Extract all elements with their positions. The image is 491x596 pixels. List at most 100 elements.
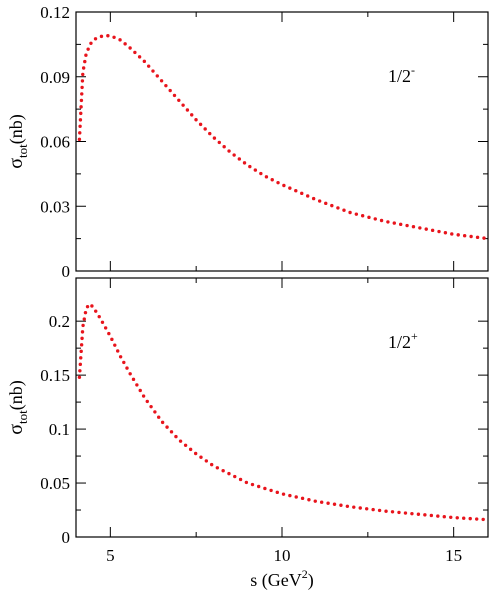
- y-tick-label: 0: [62, 528, 71, 547]
- data-point: [123, 42, 127, 46]
- data-point: [190, 113, 194, 117]
- data-point: [80, 336, 84, 341]
- data-point: [345, 504, 350, 508]
- data-point: [367, 215, 371, 220]
- data-point: [174, 434, 178, 439]
- data-point: [78, 124, 82, 129]
- data-point: [178, 439, 183, 443]
- plot-frame: [75, 11, 489, 272]
- data-point: [169, 430, 174, 434]
- data-point: [248, 164, 252, 169]
- data-point: [79, 98, 84, 103]
- data-point: [392, 221, 396, 225]
- data-point: [411, 225, 416, 229]
- data-point: [81, 72, 85, 77]
- data-point: [131, 377, 136, 382]
- x-tick-label: 15: [445, 546, 462, 565]
- data-point: [86, 47, 90, 51]
- data-point: [215, 466, 220, 470]
- data-point: [379, 218, 384, 223]
- data-point: [269, 488, 273, 493]
- data-point: [276, 180, 280, 185]
- data-point: [319, 500, 324, 504]
- data-point: [78, 118, 83, 122]
- data-point: [159, 79, 164, 83]
- y-tick-label: 0.15: [40, 366, 70, 385]
- data-point: [429, 513, 434, 518]
- data-point: [181, 103, 185, 107]
- series-dotted-curve: [77, 304, 485, 522]
- data-point: [418, 226, 422, 230]
- y-tick-label: 0.2: [49, 312, 70, 331]
- data-point: [326, 501, 330, 505]
- data-point: [106, 34, 110, 38]
- data-point: [80, 85, 84, 90]
- data-point: [203, 127, 207, 131]
- data-point: [373, 217, 377, 221]
- data-point: [222, 145, 226, 149]
- data-point: [281, 492, 286, 496]
- data-point: [77, 375, 82, 379]
- data-point: [208, 131, 212, 136]
- data-point: [336, 206, 340, 210]
- data-point: [468, 516, 472, 521]
- data-point: [384, 509, 388, 513]
- data-point: [81, 66, 86, 70]
- data-point: [84, 53, 88, 57]
- data-point: [168, 88, 172, 93]
- data-point: [80, 79, 85, 83]
- y-tick-label: 0.05: [40, 474, 70, 493]
- data-point: [482, 236, 486, 240]
- data-point: [172, 93, 177, 98]
- data-point: [437, 229, 441, 234]
- data-point: [112, 35, 116, 40]
- data-point: [330, 203, 334, 208]
- data-point: [79, 111, 83, 116]
- data-point: [288, 186, 292, 190]
- data-point: [227, 149, 231, 153]
- data-point: [238, 477, 243, 482]
- data-point: [405, 223, 409, 228]
- data-point: [113, 343, 117, 347]
- data-point: [155, 74, 159, 78]
- data-point: [430, 228, 435, 233]
- data-point: [79, 343, 84, 347]
- data-point: [450, 232, 454, 236]
- data-point: [253, 168, 258, 172]
- data-point: [307, 498, 311, 502]
- series-dotted-curve: [77, 34, 486, 240]
- data-point: [424, 227, 428, 231]
- data-point: [423, 513, 427, 517]
- data-point: [300, 496, 305, 501]
- data-point: [188, 447, 193, 452]
- data-point: [128, 46, 132, 50]
- data-point: [311, 196, 316, 201]
- data-point: [80, 330, 85, 334]
- data-point: [390, 510, 395, 514]
- data-point: [133, 50, 137, 55]
- data-point: [462, 516, 466, 520]
- data-point: [275, 490, 279, 495]
- data-point: [107, 331, 111, 336]
- data-point: [364, 507, 369, 511]
- data-point: [141, 394, 146, 398]
- data-point: [294, 495, 298, 499]
- data-point: [83, 310, 88, 315]
- data-point: [78, 362, 83, 367]
- data-point: [81, 323, 85, 328]
- y-tick-label: 0.1: [49, 420, 70, 439]
- data-point: [416, 512, 421, 516]
- data-point: [79, 349, 83, 354]
- bottom-panel: 0 0.05 0.1 0.15 0.2 5 10 15 σtot(nb) s (GeV2) 1/2+: [5, 277, 489, 591]
- data-point: [232, 153, 236, 157]
- data-point: [294, 189, 298, 193]
- data-point: [256, 484, 261, 489]
- data-point: [83, 59, 87, 64]
- data-point: [358, 506, 362, 510]
- data-point: [455, 516, 459, 520]
- data-point: [442, 514, 446, 519]
- data-point: [263, 486, 267, 491]
- data-point: [89, 41, 93, 45]
- data-point: [217, 140, 221, 145]
